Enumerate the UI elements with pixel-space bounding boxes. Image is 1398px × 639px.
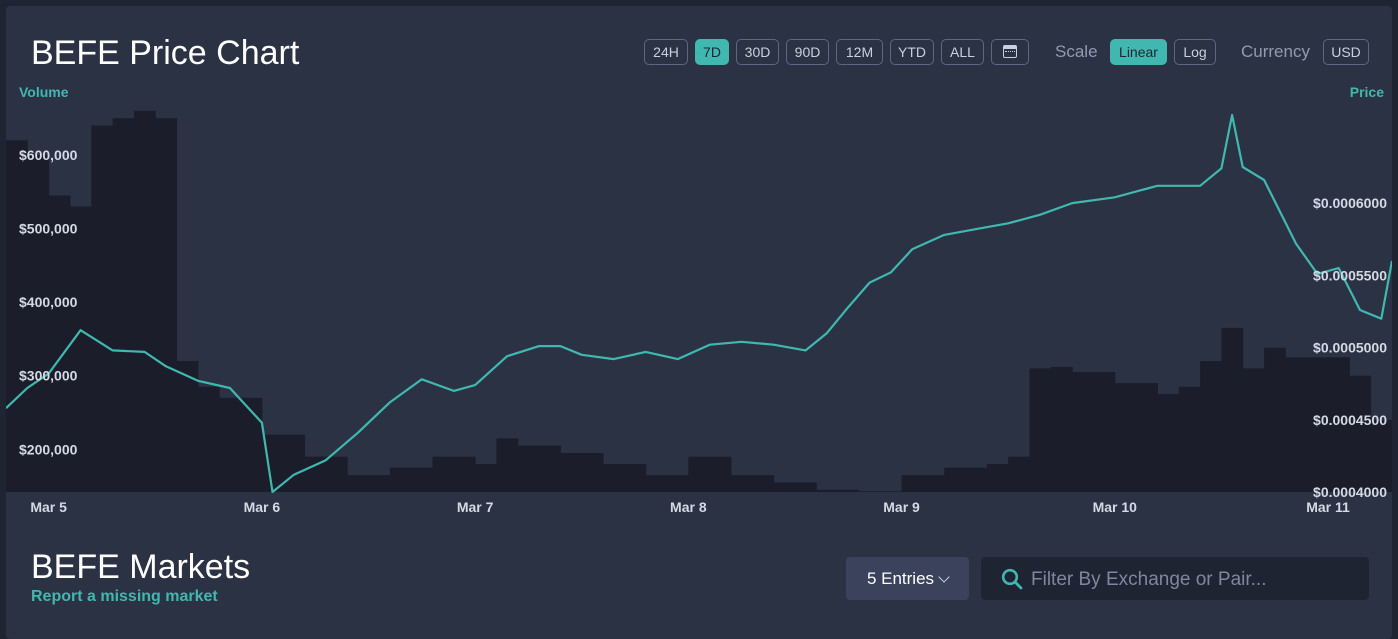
volume-bar [858,491,903,492]
scale-label: Scale [1055,42,1098,61]
volume-bar [1370,419,1392,492]
volume-bar [1221,327,1244,492]
volume-bar [219,397,263,492]
chart-panel: BEFE Price Chart 24H 7D 30D 90D 12M YTD … [6,6,1392,639]
volume-bar [389,467,433,492]
volume-bar [1157,394,1180,492]
price-axis-title: Price [1349,84,1384,100]
range-30d-button[interactable]: 30D [736,39,779,65]
price-tick-label: $0.0004000 [1313,484,1387,500]
volume-bar [112,118,135,492]
volume-bar [901,475,945,492]
volume-bar [1285,357,1329,492]
volume-bar [1242,368,1265,492]
volume-bar [197,386,220,492]
volume-bar [944,467,988,492]
range-7d-button[interactable]: 7D [695,39,729,65]
range-ytd-button[interactable]: YTD [890,39,934,65]
price-line [6,113,1392,494]
volume-bar [1114,383,1158,492]
volume-axis-title: Volume [19,84,69,100]
scale-log-button[interactable]: Log [1174,39,1216,65]
currency-usd-button[interactable]: USD [1323,39,1369,65]
price-tick-label: $0.0005500 [1313,267,1387,283]
calendar-icon [1003,45,1017,58]
search-input[interactable] [1029,557,1363,602]
range-90d-button[interactable]: 90D [786,39,829,65]
volume-bar [27,154,50,492]
markets-title: BEFE Markets [31,548,251,586]
volume-bar [1008,456,1031,492]
volume-bar [1328,357,1350,492]
market-search [981,557,1369,602]
volume-bar [48,195,71,493]
volume-bar [560,453,604,492]
volume-bar [688,456,732,492]
volume-bar [1349,375,1372,492]
range-all-button[interactable]: ALL [941,39,984,65]
x-tick-label: Mar 8 [670,499,707,515]
scale-linear-button[interactable]: Linear [1110,39,1167,65]
volume-bar [1050,366,1073,492]
volume-tick-label: $400,000 [19,294,78,310]
price-volume-chart[interactable]: $200,000 $300,000 $400,000 $500,000 $600,000… [6,6,1392,526]
volume-bar [176,361,199,492]
volume-bar [496,438,519,492]
volume-tick-label: $200,000 [19,441,78,457]
entries-dropdown[interactable]: 5 Entries [846,557,969,600]
price-tick-label: $0.0004500 [1313,412,1387,428]
x-tick-label: Mar 6 [244,499,281,515]
chart-toolbar: 24H 7D 30D 90D 12M YTD ALL Scale Linear … [6,39,1392,69]
volume-tick-label: $500,000 [19,221,78,237]
chart-title: BEFE Price Chart [31,34,300,72]
volume-bar [133,110,156,492]
volume-bar [432,456,476,492]
x-tick-label: Mar 7 [457,499,494,515]
volume-bar [347,475,391,492]
volume-bar [69,206,92,492]
volume-bar [6,140,28,492]
x-tick-label: Mar 10 [1093,499,1138,515]
price-tick-label: $0.0005000 [1313,340,1387,356]
volume-bar [155,118,178,492]
volume-bar [91,125,114,492]
volume-bar [816,489,860,492]
search-icon [1001,568,1023,590]
volume-bar [517,445,561,492]
entries-label: 5 Entries [866,569,935,588]
volume-tick-label: $300,000 [19,368,78,384]
calendar-button[interactable] [991,39,1029,65]
volume-bar [1029,368,1052,492]
volume-bar [773,482,817,492]
volume-bar [475,464,497,492]
currency-label: Currency [1241,42,1310,61]
range-12m-button[interactable]: 12M [836,39,883,65]
volume-tick-label: $600,000 [19,147,78,163]
volume-bar [730,475,775,492]
volume-bar [986,464,1009,492]
volume-bar [1264,347,1286,492]
range-24h-button[interactable]: 24H [644,39,688,65]
volume-bar [1178,386,1201,492]
volume-bar [304,456,348,492]
volume-bar [1072,372,1116,492]
x-tick-label: Mar 11 [1306,499,1350,515]
chevron-down-icon [938,571,950,583]
x-tick-label: Mar 5 [30,499,67,515]
price-tick-label: $0.0006000 [1313,195,1387,211]
volume-bar [1200,361,1222,492]
volume-bar [603,464,647,492]
volume-bar [645,475,689,492]
x-tick-label: Mar 9 [883,499,920,515]
report-missing-market-link[interactable]: Report a missing market [31,588,218,605]
